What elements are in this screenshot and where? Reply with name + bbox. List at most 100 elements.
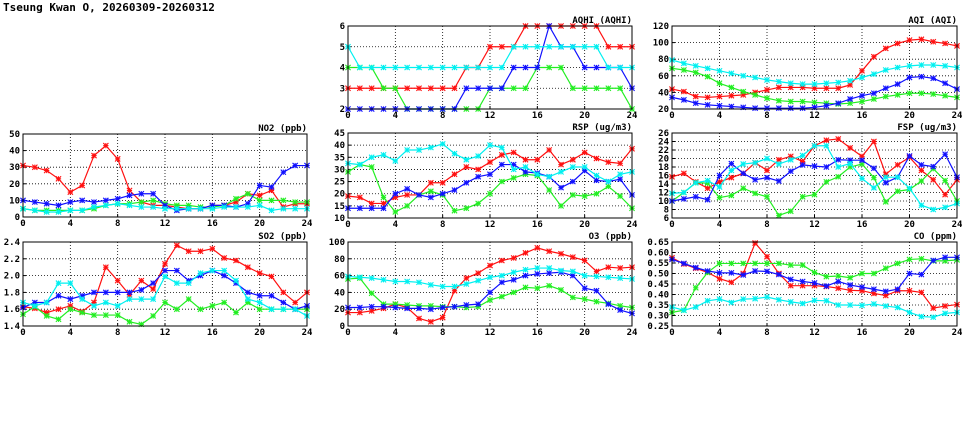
data-point bbox=[680, 195, 687, 202]
x-tick-label: 0 bbox=[345, 220, 350, 230]
data-point bbox=[244, 264, 251, 271]
data-point bbox=[870, 71, 877, 78]
data-point bbox=[102, 202, 109, 209]
data-point bbox=[859, 67, 865, 74]
data-point bbox=[787, 262, 794, 269]
data-point bbox=[906, 185, 913, 192]
data-point bbox=[728, 299, 735, 306]
data-point bbox=[546, 43, 553, 50]
y-tick-label: 8 bbox=[664, 206, 669, 216]
x-tick-label: 20 bbox=[904, 111, 915, 121]
data-point bbox=[292, 162, 299, 169]
data-point bbox=[942, 151, 949, 158]
data-point bbox=[704, 297, 711, 304]
data-point bbox=[43, 312, 50, 319]
x-tick-label: 12 bbox=[160, 328, 171, 338]
x-tick-label: 12 bbox=[485, 328, 496, 338]
data-point bbox=[882, 67, 889, 73]
data-point bbox=[546, 248, 553, 255]
data-point bbox=[534, 244, 541, 251]
data-point bbox=[752, 105, 759, 112]
data-point bbox=[775, 78, 782, 85]
data-point bbox=[617, 64, 624, 71]
data-point bbox=[404, 278, 411, 285]
data-point bbox=[930, 163, 937, 170]
data-point bbox=[439, 140, 446, 147]
data-point bbox=[882, 93, 889, 100]
data-point bbox=[368, 205, 375, 212]
data-point bbox=[605, 85, 612, 92]
data-point bbox=[859, 175, 865, 182]
data-point bbox=[728, 84, 735, 91]
data-point bbox=[692, 304, 699, 311]
data-point bbox=[617, 160, 624, 167]
data-point bbox=[704, 185, 711, 192]
data-point bbox=[716, 194, 723, 201]
data-point bbox=[416, 191, 422, 198]
data-point bbox=[268, 292, 275, 299]
data-point bbox=[918, 255, 925, 262]
data-point bbox=[79, 182, 86, 189]
x-tick-label: 24 bbox=[952, 220, 963, 230]
y-tick-label: 0 bbox=[340, 322, 345, 332]
data-point bbox=[79, 309, 86, 316]
data-point bbox=[930, 257, 937, 264]
data-point bbox=[91, 204, 97, 211]
data-point bbox=[728, 167, 735, 174]
y-tick-label: 6 bbox=[340, 22, 345, 32]
data-point bbox=[114, 277, 121, 284]
data-point bbox=[859, 74, 865, 81]
x-tick-label: 8 bbox=[440, 328, 445, 338]
data-point bbox=[823, 85, 830, 92]
data-point bbox=[740, 161, 747, 168]
data-point bbox=[498, 279, 505, 286]
data-point bbox=[680, 60, 687, 67]
data-point bbox=[716, 183, 723, 190]
data-point bbox=[906, 90, 913, 97]
y-tick-label: 1.4 bbox=[4, 322, 21, 332]
data-point bbox=[292, 299, 299, 306]
x-tick-label: 24 bbox=[627, 111, 638, 121]
data-point bbox=[581, 85, 588, 92]
data-point bbox=[882, 174, 889, 181]
x-tick-label: 16 bbox=[532, 111, 543, 121]
data-point bbox=[752, 295, 759, 302]
data-point bbox=[581, 164, 588, 170]
y-tick-label: 26 bbox=[658, 129, 669, 139]
data-point bbox=[918, 202, 925, 209]
data-point bbox=[835, 79, 842, 86]
data-point bbox=[787, 282, 794, 289]
data-point bbox=[728, 174, 735, 181]
data-point bbox=[740, 296, 747, 303]
plot-frame bbox=[671, 132, 958, 219]
data-point bbox=[150, 197, 157, 204]
y-tick-label: 120 bbox=[653, 22, 669, 32]
data-point bbox=[593, 155, 600, 162]
data-point bbox=[185, 248, 192, 255]
data-point bbox=[233, 204, 239, 211]
data-point bbox=[859, 270, 865, 277]
data-point bbox=[593, 273, 600, 280]
data-point bbox=[67, 280, 74, 287]
data-point bbox=[221, 254, 228, 261]
data-point bbox=[593, 268, 600, 275]
data-point bbox=[692, 179, 699, 186]
data-point bbox=[522, 284, 529, 291]
data-point bbox=[930, 62, 937, 68]
data-point bbox=[581, 193, 588, 200]
data-point bbox=[114, 200, 121, 207]
data-point bbox=[704, 196, 711, 203]
data-point bbox=[823, 164, 830, 170]
data-point bbox=[787, 98, 794, 105]
data-point bbox=[775, 84, 782, 91]
data-point bbox=[368, 64, 375, 71]
chart-title: RSP (ug/m3) bbox=[572, 123, 632, 133]
data-point bbox=[870, 138, 877, 145]
chart-title: AQHI (AQHI) bbox=[572, 16, 632, 26]
data-point bbox=[256, 197, 263, 204]
data-point bbox=[581, 296, 588, 303]
data-point bbox=[704, 73, 711, 80]
y-tick-label: 18 bbox=[658, 163, 669, 173]
data-point bbox=[894, 64, 901, 71]
